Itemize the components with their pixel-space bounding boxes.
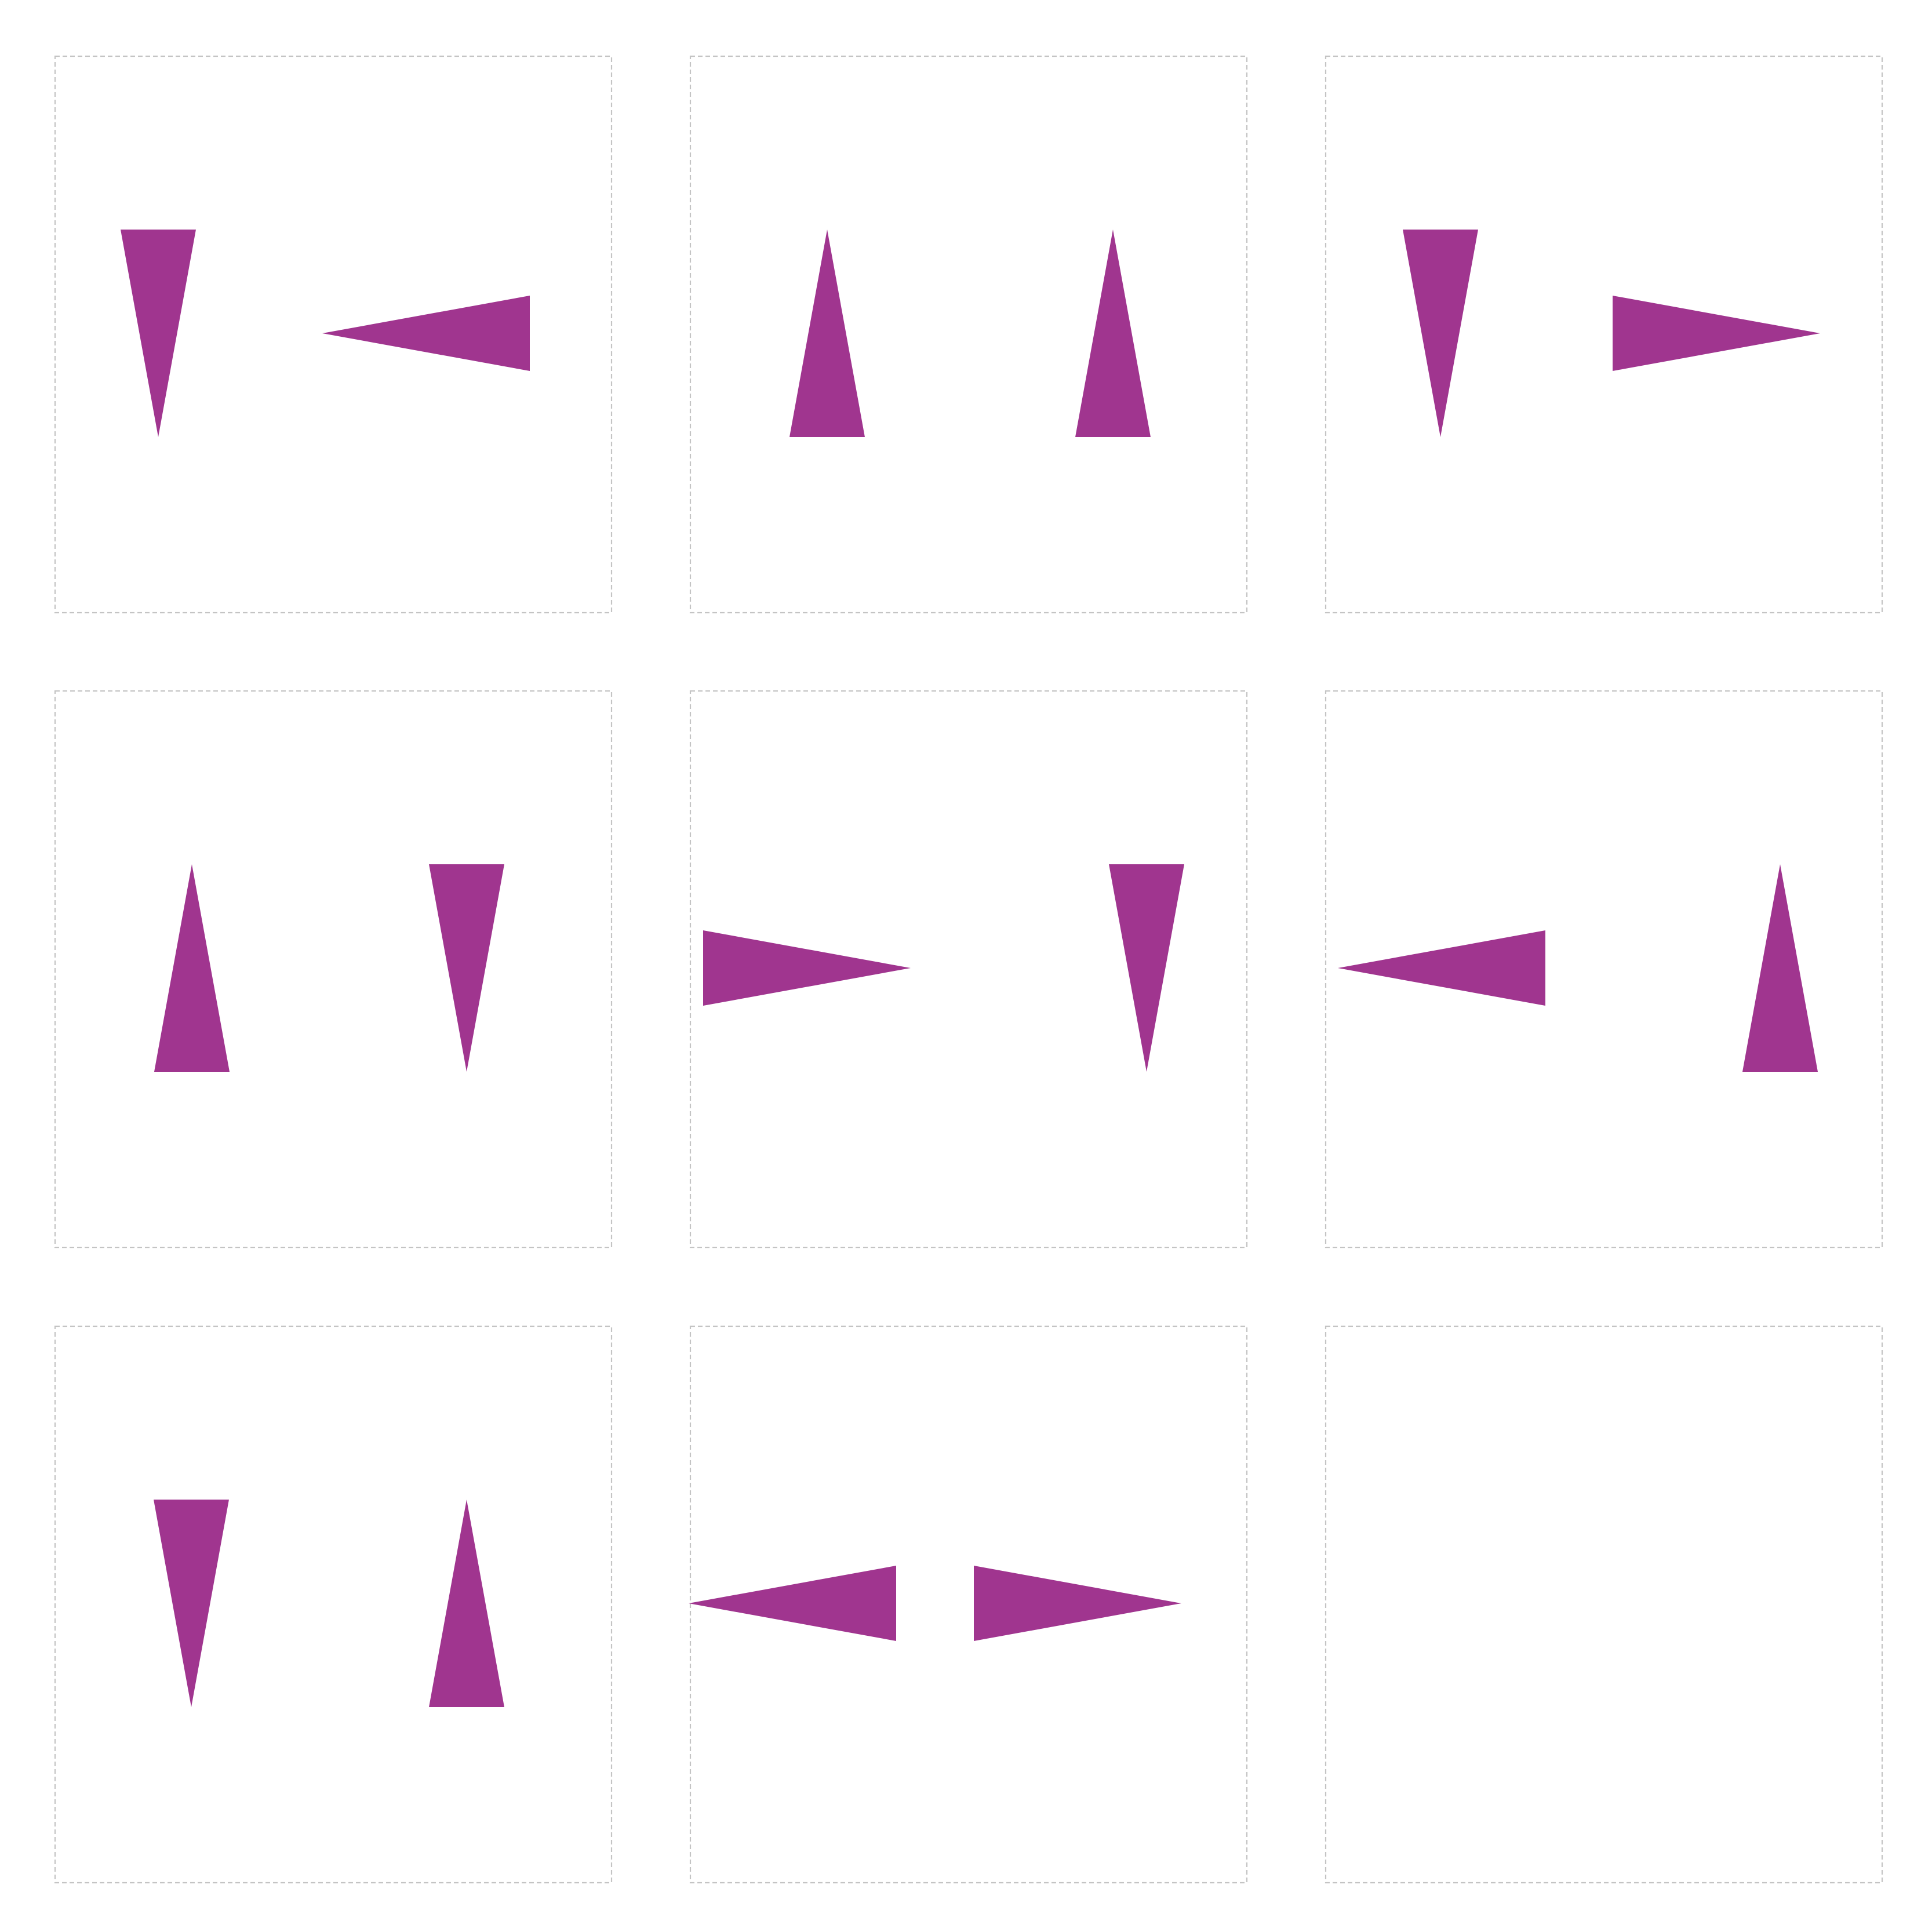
triangle-up-shape	[1742, 864, 1818, 1072]
panel-frame	[1325, 1325, 1883, 1884]
triangle-up-shape	[1075, 230, 1151, 437]
triangle-down-shape	[154, 1500, 229, 1707]
triangle-down-shape	[1109, 864, 1184, 1072]
triangle-left-shape	[1338, 930, 1545, 1006]
panel-r1-c1	[54, 55, 613, 614]
triangle-left-shape	[322, 296, 530, 371]
panel-r2-c1	[54, 690, 613, 1249]
panel-r2-c2	[689, 690, 1248, 1249]
panel-frame	[54, 1325, 613, 1884]
triangle-right-shape	[1613, 296, 1820, 371]
triangle-up-shape	[154, 864, 230, 1072]
panel-r1-c2	[689, 55, 1248, 614]
panel-r3-c1	[54, 1325, 613, 1884]
triangle-down-shape	[429, 864, 504, 1072]
triangle-up-shape	[789, 230, 865, 437]
triangle-up-shape	[429, 1500, 504, 1707]
panel-frame	[54, 690, 613, 1249]
panel-r3-c3	[1325, 1325, 1883, 1884]
panel-r2-c3	[1325, 690, 1883, 1249]
panel-frame	[689, 55, 1248, 614]
panels-layer	[54, 55, 1883, 1884]
triangle-right-shape	[703, 930, 911, 1006]
panel-r3-c2	[689, 1325, 1248, 1884]
triangle-down-shape	[1403, 230, 1478, 437]
triangle-down-shape	[121, 230, 196, 437]
triangle-right-shape	[974, 1566, 1181, 1641]
triangle-left-shape	[689, 1566, 896, 1641]
panel-r1-c3	[1325, 55, 1883, 614]
